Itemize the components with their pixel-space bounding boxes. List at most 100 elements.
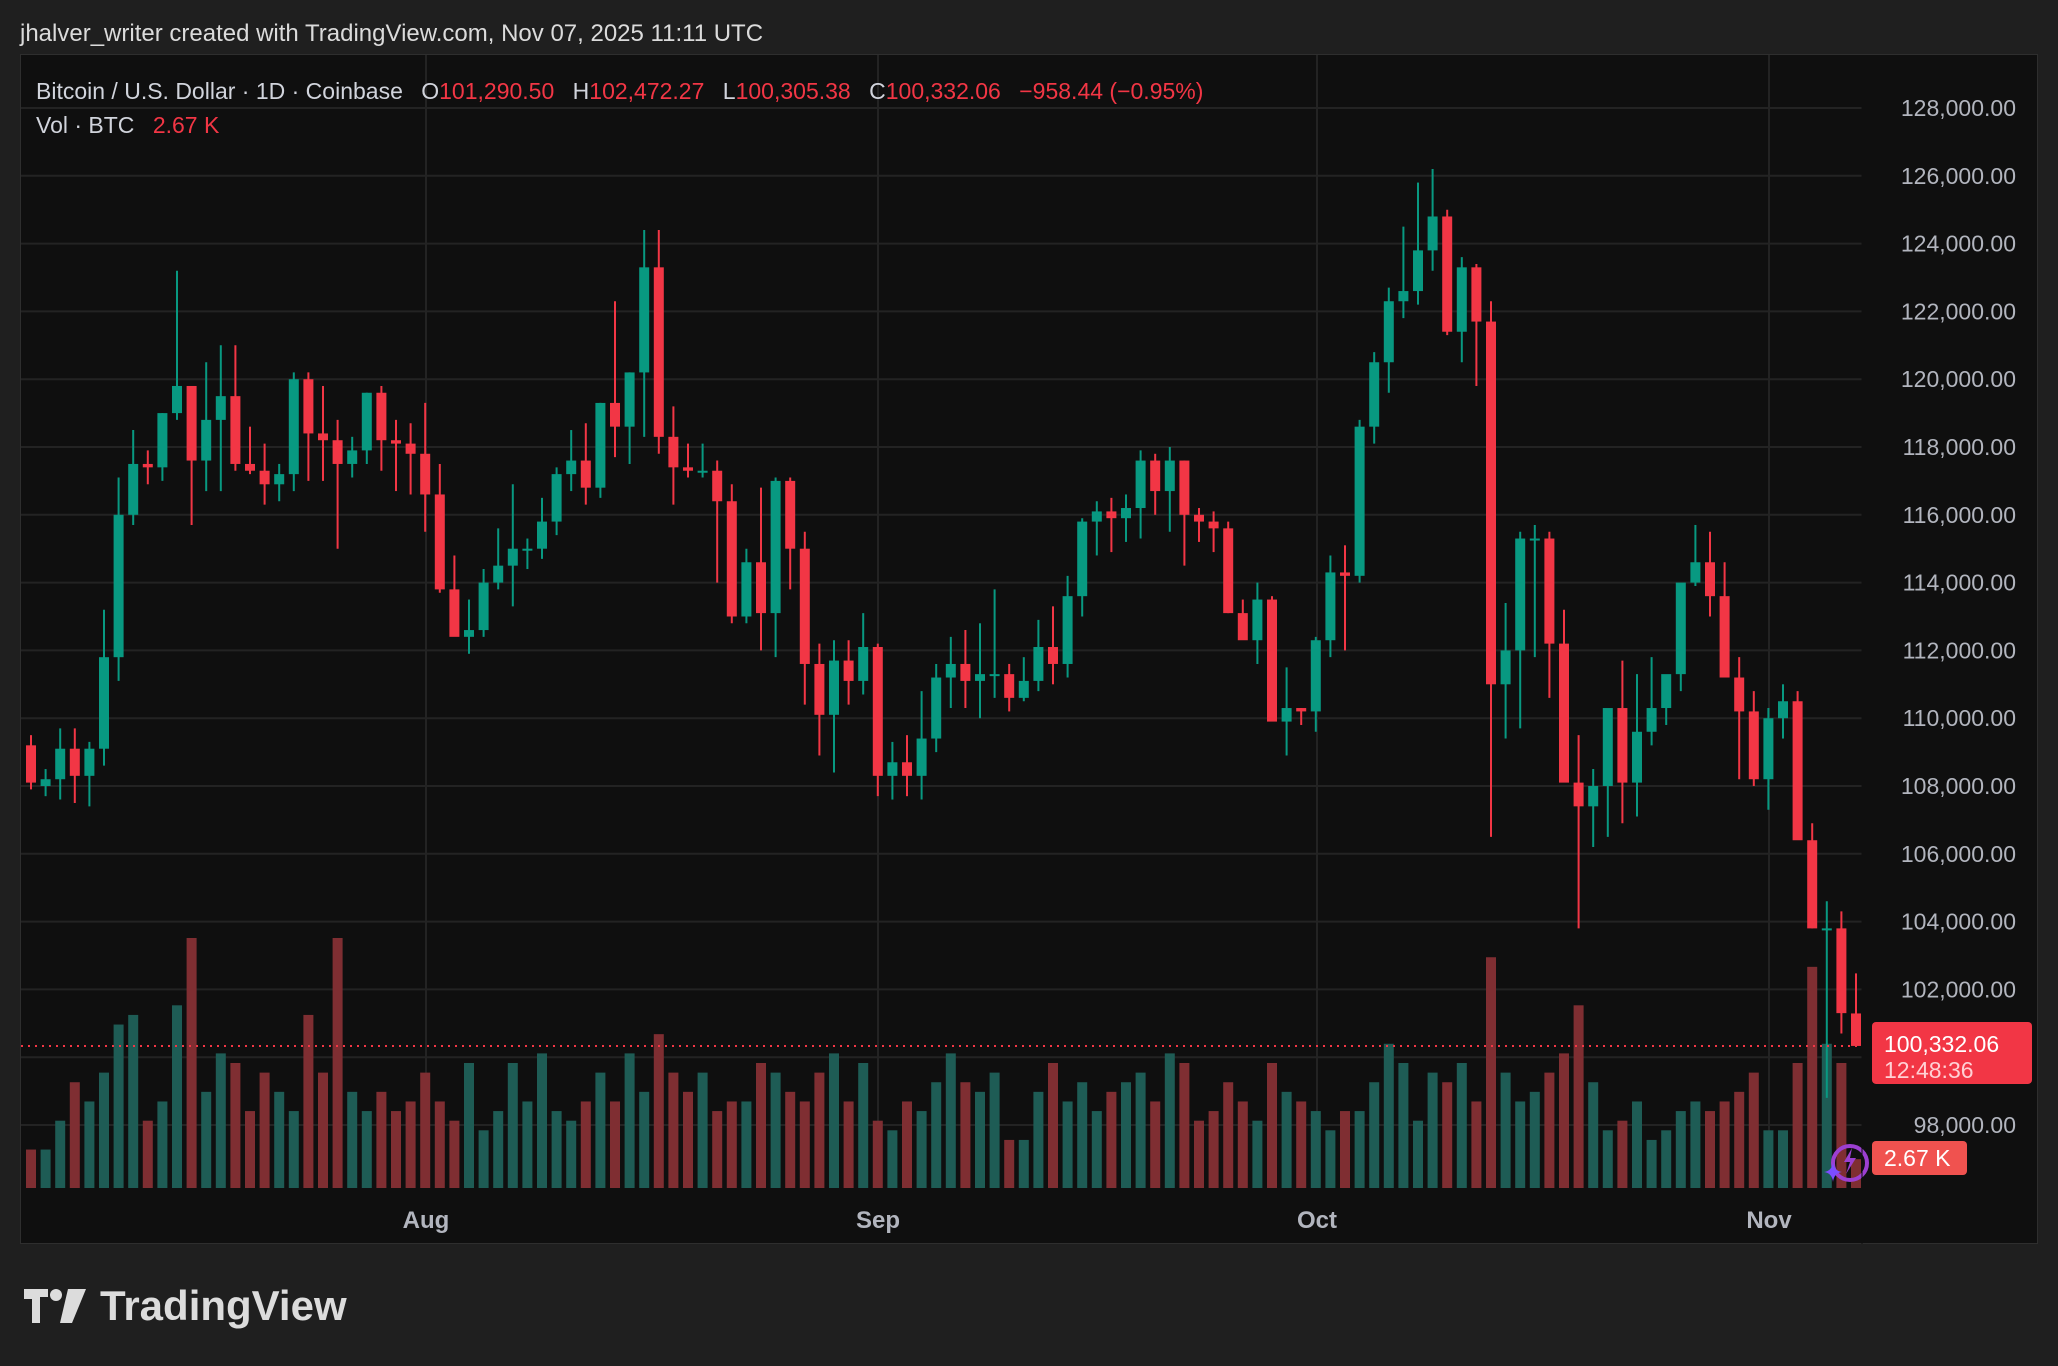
candle[interactable] bbox=[537, 497, 547, 1188]
candle[interactable] bbox=[215, 345, 226, 1188]
candle[interactable] bbox=[172, 270, 182, 1188]
candle[interactable] bbox=[464, 599, 474, 1188]
candle[interactable] bbox=[1413, 182, 1423, 1188]
candle[interactable] bbox=[288, 372, 299, 1188]
candle[interactable] bbox=[843, 640, 854, 1188]
candle[interactable] bbox=[1135, 450, 1146, 1188]
candle[interactable] bbox=[960, 630, 971, 1188]
candle[interactable] bbox=[361, 392, 372, 1188]
candle[interactable] bbox=[1632, 674, 1642, 1188]
candle[interactable] bbox=[653, 230, 664, 1188]
candle[interactable] bbox=[1559, 609, 1569, 1188]
candle[interactable] bbox=[1719, 562, 1730, 1188]
candle[interactable] bbox=[405, 423, 416, 1188]
candle[interactable] bbox=[1778, 684, 1788, 1188]
candle[interactable] bbox=[1617, 660, 1628, 1188]
candle[interactable] bbox=[975, 623, 985, 1188]
candle[interactable] bbox=[756, 487, 766, 1188]
candle[interactable] bbox=[332, 419, 343, 1188]
candle[interactable] bbox=[230, 345, 241, 1188]
candle[interactable] bbox=[303, 372, 314, 1188]
candle[interactable] bbox=[580, 423, 591, 1188]
candle[interactable] bbox=[989, 589, 1000, 1188]
candle[interactable] bbox=[55, 728, 66, 1188]
candle[interactable] bbox=[1004, 663, 1015, 1188]
candle[interactable] bbox=[99, 609, 109, 1188]
candle[interactable] bbox=[1077, 518, 1088, 1188]
candle[interactable] bbox=[40, 769, 51, 1188]
candle[interactable] bbox=[26, 735, 36, 1188]
candle[interactable] bbox=[1807, 823, 1818, 1188]
ai-assistant-icon[interactable] bbox=[1824, 1144, 1869, 1182]
candle[interactable] bbox=[1310, 636, 1321, 1188]
candle[interactable] bbox=[858, 613, 869, 1188]
candle[interactable] bbox=[259, 443, 270, 1188]
candle[interactable] bbox=[551, 467, 562, 1188]
candle[interactable] bbox=[1048, 606, 1058, 1188]
candle[interactable] bbox=[274, 463, 285, 1188]
candle[interactable] bbox=[245, 426, 255, 1188]
candle[interactable] bbox=[376, 385, 387, 1188]
candle[interactable] bbox=[1573, 735, 1584, 1188]
candle[interactable] bbox=[1281, 667, 1292, 1188]
candle[interactable] bbox=[1267, 596, 1277, 1188]
candle[interactable] bbox=[814, 643, 825, 1188]
candle[interactable] bbox=[1018, 657, 1029, 1188]
candle[interactable] bbox=[142, 450, 153, 1188]
candle[interactable] bbox=[1763, 708, 1774, 1188]
candle[interactable] bbox=[157, 413, 168, 1188]
candle[interactable] bbox=[610, 301, 620, 1188]
candle[interactable] bbox=[1340, 545, 1350, 1188]
candle[interactable] bbox=[434, 463, 445, 1188]
candle[interactable] bbox=[128, 430, 139, 1188]
candle[interactable] bbox=[1325, 555, 1336, 1188]
candle[interactable] bbox=[347, 436, 358, 1188]
candle[interactable] bbox=[1734, 657, 1745, 1188]
candle[interactable] bbox=[683, 443, 693, 1188]
candle[interactable] bbox=[1062, 575, 1073, 1188]
candle[interactable] bbox=[1383, 287, 1394, 1188]
symbol-title[interactable]: Bitcoin / U.S. Dollar · 1D · Coinbase bbox=[36, 78, 403, 104]
candle[interactable] bbox=[522, 538, 533, 1188]
candle[interactable] bbox=[1354, 419, 1365, 1188]
candle[interactable] bbox=[201, 362, 212, 1188]
candle[interactable] bbox=[1194, 508, 1204, 1188]
candle[interactable] bbox=[1208, 511, 1219, 1188]
candle[interactable] bbox=[799, 531, 810, 1188]
candle[interactable] bbox=[1150, 453, 1161, 1188]
candle[interactable] bbox=[624, 372, 635, 1188]
candle[interactable] bbox=[69, 728, 80, 1188]
volume-label[interactable]: Vol · BTC bbox=[36, 112, 135, 138]
candle[interactable] bbox=[84, 741, 95, 1188]
candle[interactable] bbox=[1296, 708, 1307, 1188]
candle[interactable] bbox=[712, 460, 723, 1188]
candle[interactable] bbox=[887, 741, 898, 1188]
candle[interactable] bbox=[829, 640, 839, 1188]
candle[interactable] bbox=[902, 735, 912, 1188]
candle[interactable] bbox=[1427, 169, 1438, 1188]
candle[interactable] bbox=[1748, 691, 1759, 1188]
candle[interactable] bbox=[1544, 531, 1555, 1188]
candle[interactable] bbox=[1369, 352, 1380, 1188]
candle[interactable] bbox=[726, 484, 737, 1188]
candle[interactable] bbox=[1661, 674, 1672, 1188]
candle[interactable] bbox=[1164, 447, 1175, 1188]
candle[interactable] bbox=[1106, 497, 1117, 1188]
candle[interactable] bbox=[639, 230, 650, 1188]
candle[interactable] bbox=[507, 484, 518, 1188]
candle[interactable] bbox=[785, 477, 796, 1188]
candle[interactable] bbox=[1792, 691, 1803, 1188]
candle[interactable] bbox=[1456, 257, 1467, 1188]
candle[interactable] bbox=[1121, 494, 1131, 1188]
candle[interactable] bbox=[1033, 619, 1044, 1188]
tradingview-logo[interactable]: TradingView bbox=[24, 1282, 347, 1330]
candle[interactable] bbox=[1588, 769, 1599, 1188]
candle[interactable] bbox=[186, 385, 197, 1188]
candle[interactable] bbox=[741, 548, 752, 1188]
candle[interactable] bbox=[770, 477, 781, 1188]
candle[interactable] bbox=[1690, 524, 1701, 1188]
candle[interactable] bbox=[1486, 301, 1496, 1188]
candle[interactable] bbox=[595, 402, 606, 1188]
candle[interactable] bbox=[668, 406, 679, 1188]
